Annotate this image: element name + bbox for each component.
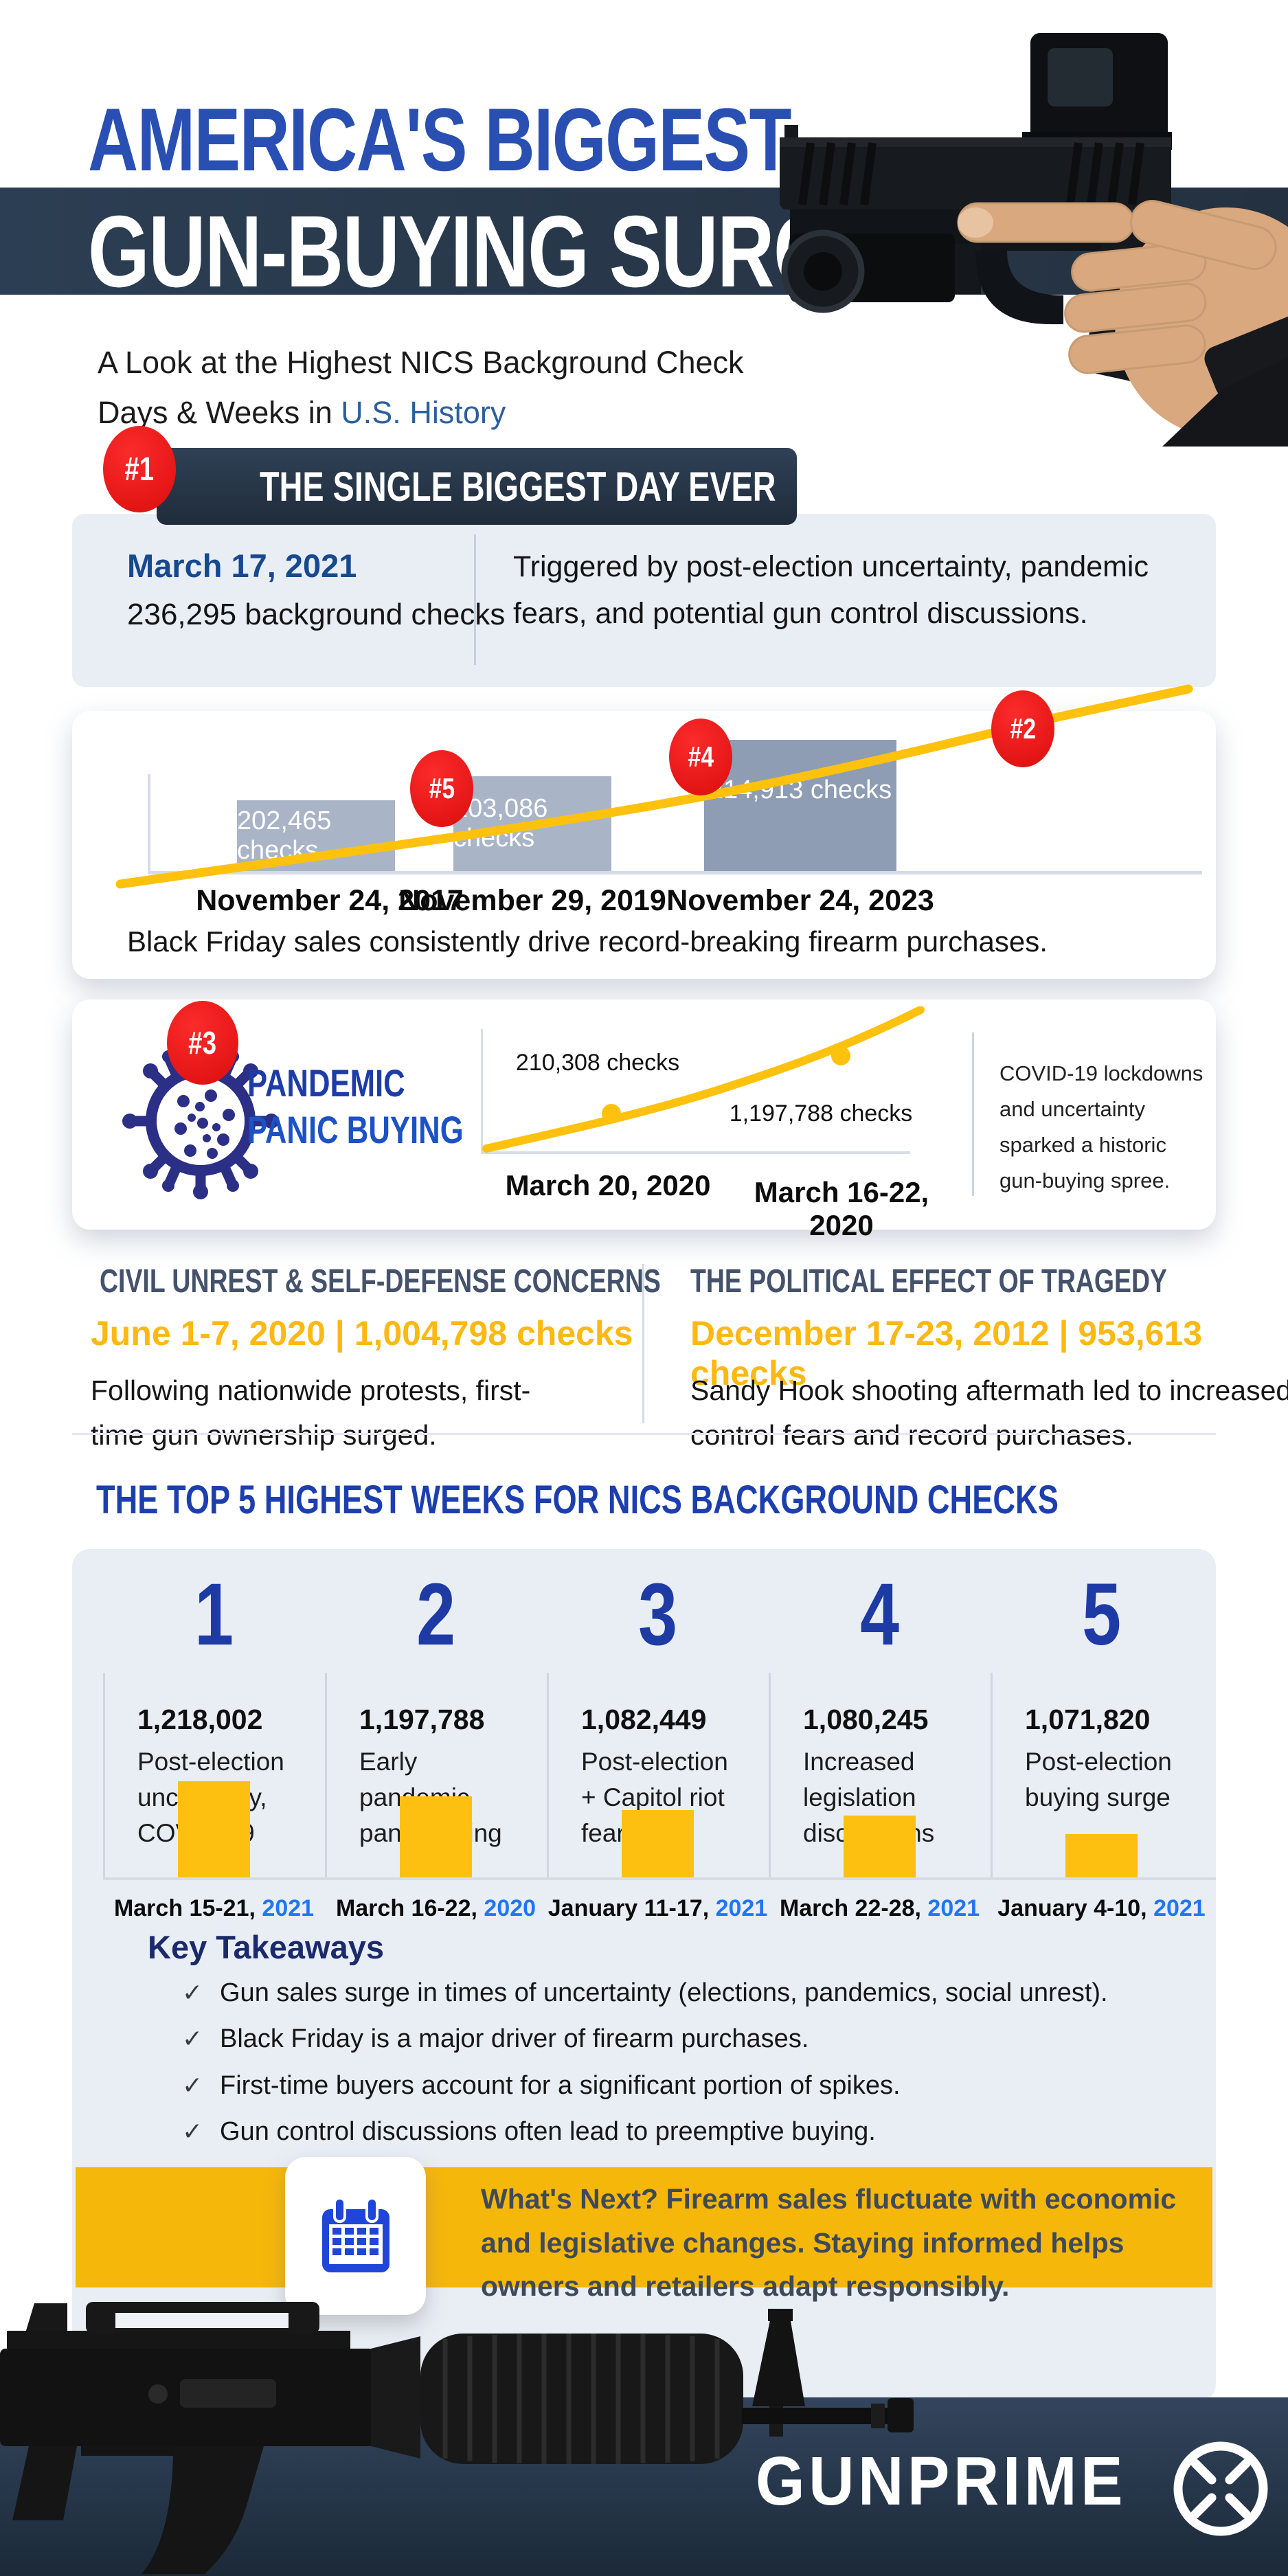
check-icon: ✓ [182, 2117, 203, 2145]
rank-badge-5: #5 [410, 750, 473, 827]
black-friday-caption: Black Friday sales consistently drive re… [127, 925, 1048, 958]
week2-bar [400, 1796, 472, 1879]
week5-date: January 4-10, 2021 [997, 1895, 1206, 1921]
column-divider [547, 1673, 549, 1879]
vertical-divider [972, 1032, 974, 1196]
subtitle-highlight: U.S. History [341, 394, 506, 430]
week5-reason: Post-election buying surge [1025, 1748, 1172, 1811]
pistol-photo [780, 33, 1288, 447]
column-divider [991, 1673, 993, 1879]
record-stat: 236,295 background checks [127, 598, 506, 631]
check-icon: ✓ [182, 1978, 203, 2007]
record-description: Triggered by post-election uncertainty, … [513, 550, 1149, 630]
takeaway-item: ✓ Gun sales surge in times of uncertainty… [182, 1978, 1108, 2007]
rank-5: 5 [1082, 1566, 1121, 1664]
mini-y-axis [481, 1029, 483, 1151]
banner-label: THE SINGLE BIGGEST DAY EVER [260, 463, 776, 510]
takeaway-item: ✓ Black Friday is a major driver of firea… [182, 2024, 809, 2053]
point2-label: 1,197,788 checks [729, 1100, 913, 1127]
rank-badge-4: #4 [669, 719, 732, 795]
civil-unrest-highlight: June 1-7, 2020 | 1,004,798 checks [91, 1314, 633, 1353]
section-rule [72, 1433, 1216, 1435]
column-divider [769, 1673, 771, 1879]
x-axis-line [148, 871, 1202, 874]
calendar-tile [285, 2157, 426, 2315]
week3-value: 1,082,449 [581, 1704, 707, 1735]
rank-badge-2: #2 [991, 690, 1054, 767]
bar-date-2023: November 24, 2023 [666, 884, 934, 917]
week3-reason: Post-election + Capitol riot fears [581, 1748, 728, 1847]
key-takeaways-heading: Key Takeaways [148, 1929, 385, 1965]
rank-1: 1 [194, 1566, 234, 1664]
subtitle: A Look at the Highest NICS Background Ch… [98, 338, 815, 438]
bar-date-2019: November 29, 2019 [398, 884, 666, 917]
week4-date: March 22-28, 2021 [779, 1895, 980, 1921]
subtitle-text: A Look at the Highest NICS Background Ch… [98, 345, 744, 430]
top5-heading: THE TOP 5 HIGHEST WEEKS FOR NICS BACKGRO… [96, 1478, 1059, 1522]
rifle-photo [0, 2302, 914, 2574]
top5-baseline [103, 1877, 1216, 1880]
week1-date: March 15-21, 2021 [113, 1895, 315, 1921]
week2-value: 1,197,788 [359, 1704, 485, 1735]
week3-date: January 11-17, 2021 [547, 1895, 768, 1921]
pandemic-curve [482, 1006, 925, 1153]
pandemic-card: #3 PANDEMIC PANIC BUYING 210,308 checks … [72, 999, 1216, 1241]
check-icon: ✓ [182, 2024, 203, 2053]
tragedy-heading: THE POLITICAL EFFECT OF TRAGEDY [690, 1263, 1168, 1300]
point1-date: March 20, 2020 [505, 1169, 711, 1201]
rank-badge-3: #3 [167, 1001, 238, 1085]
week3-bar [622, 1810, 694, 1879]
rank-badge-1: #1 [103, 426, 176, 512]
vertical-divider [474, 534, 476, 665]
main-title-line1: AMERICA'S BIGGEST [88, 89, 791, 190]
check-icon: ✓ [182, 2071, 203, 2099]
single-biggest-day-banner: THE SINGLE BIGGEST DAY EVER [157, 448, 797, 525]
week4-value: 1,080,245 [803, 1704, 929, 1735]
bar-2017: 202,465 checks [237, 800, 395, 871]
pandemic-description: COVID-19 lockdowns and uncertainty spark… [999, 1061, 1204, 1193]
whats-next-text: What's Next? Firearm sales fluctuate wit… [481, 2183, 1177, 2303]
week1-value: 1,218,002 [137, 1704, 263, 1735]
pandemic-mini-chart: 210,308 checks 1,197,788 checks March 20… [481, 1006, 955, 1241]
week5-bar [1065, 1834, 1138, 1879]
takeaway-item: ✓ First-time buyers account for a signifi… [182, 2071, 901, 2100]
events-divider [642, 1264, 644, 1423]
pandemic-title: PANDEMIC PANIC BUYING [247, 1061, 464, 1152]
week4-bar [844, 1816, 916, 1879]
scope-reticle-icon [1173, 2441, 1268, 2536]
whats-next-banner [76, 2167, 1212, 2287]
y-axis-line [148, 774, 150, 873]
week5-value: 1,071,820 [1025, 1704, 1151, 1735]
trend-line [115, 684, 1193, 889]
civil-unrest-body: Following nationwide protests, first-tim… [91, 1375, 531, 1451]
rank-2: 2 [416, 1566, 455, 1664]
takeaway-item: ✓ Gun control discussions often lead to p… [182, 2117, 876, 2146]
black-friday-chart-card: 202,465 checks 203,086 checks 214,913 ch… [72, 684, 1216, 979]
week2-date: March 16-22, 2020 [335, 1895, 536, 1921]
calendar-icon [321, 2197, 389, 2272]
column-divider [103, 1673, 105, 1879]
mini-x-axis [481, 1151, 910, 1154]
week1-bar [178, 1781, 250, 1879]
brand-logo-text: GUNPRIME [756, 2443, 1127, 2520]
civil-unrest-heading: CIVIL UNREST & SELF-DEFENSE CONCERNS [100, 1263, 661, 1300]
rank-3: 3 [638, 1566, 677, 1664]
bar-date-2017: November 24, 2017 [196, 884, 464, 917]
point1-label: 210,308 checks [515, 1050, 680, 1076]
single-day-card: March 17, 2021 236,295 background checks… [72, 514, 1216, 687]
tragedy-body: Sandy Hook shooting aftermath led to inc… [690, 1375, 1288, 1451]
column-divider [325, 1673, 327, 1879]
rank-4: 4 [860, 1566, 899, 1664]
record-date: March 17, 2021 [127, 547, 357, 584]
point2-date: March 16-22, 2020 [754, 1176, 929, 1241]
tragedy-highlight: December 17-23, 2012 | 953,613 checks [690, 1314, 1203, 1392]
